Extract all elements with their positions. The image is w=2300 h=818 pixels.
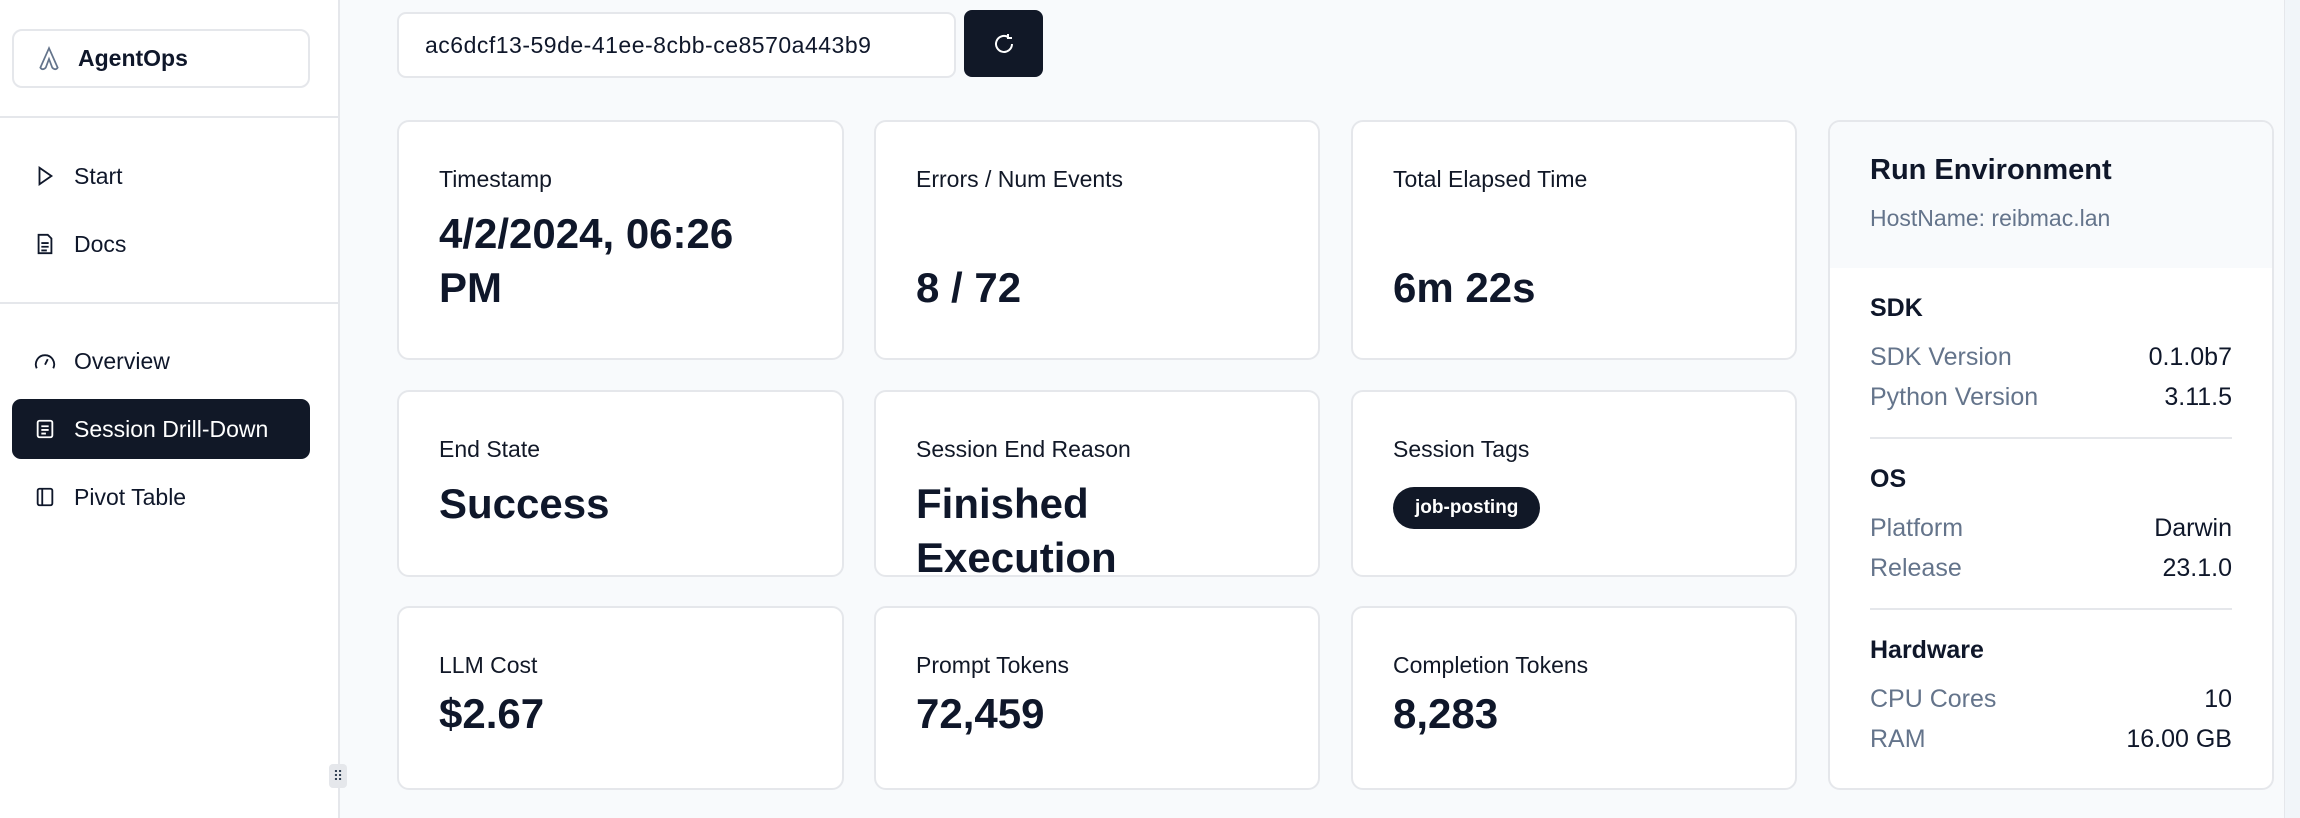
env-value: 23.1.0: [2162, 554, 2232, 582]
card-value: $2.67: [439, 690, 545, 737]
run-environment-panel: Run Environment HostName: reibmac.lan SD…: [1828, 120, 2274, 790]
env-value: 0.1.0b7: [2148, 343, 2232, 371]
env-key: Platform: [1870, 514, 1964, 542]
card-value: 72,459: [916, 690, 1045, 737]
env-row: CPU Cores 10: [1870, 679, 2232, 719]
card-value: 4/2/2024, 06:26 PM: [439, 210, 734, 311]
gauge-icon: [34, 354, 56, 369]
card-label: Session End Reason: [916, 436, 1131, 462]
sidebar-resize-handle[interactable]: ⠿: [329, 764, 347, 788]
sidebar-item-start[interactable]: Start: [12, 146, 310, 206]
card-label: Completion Tokens: [1393, 652, 1589, 678]
agentops-logo-icon: [39, 45, 59, 70]
section-title: OS: [1870, 465, 1907, 493]
sdk-section: SDK SDK Version 0.1.0b7 Python Version 3.1…: [1870, 268, 2232, 439]
sidebar-item-docs[interactable]: Docs: [12, 214, 310, 274]
run-environment-header: Run Environment HostName: reibmac.lan: [1830, 122, 2272, 268]
divider: [0, 116, 338, 118]
env-row: RAM 16.00 GB: [1870, 719, 2232, 759]
card-label: End State: [439, 436, 541, 462]
scrollbar[interactable]: [2284, 0, 2300, 818]
env-row: Platform Darwin: [1870, 508, 2232, 548]
env-key: Release: [1870, 554, 1962, 582]
env-key: RAM: [1870, 725, 1926, 753]
tag-badge[interactable]: job-posting: [1393, 487, 1541, 529]
refresh-button[interactable]: [964, 10, 1043, 77]
session-id-input[interactable]: ac6dcf13-59de-41ee-8cbb-ce8570a443b9: [397, 12, 956, 78]
card-value: Success: [439, 480, 610, 527]
card-value: Finished Execution: [916, 480, 1117, 581]
env-value: 16.00 GB: [2126, 725, 2232, 753]
refresh-icon: [994, 33, 1013, 53]
sidebar-item-overview[interactable]: Overview: [12, 331, 310, 391]
elapsed-time-card: Total Elapsed Time 6m 22s: [1351, 120, 1797, 360]
play-icon: [38, 166, 54, 186]
sidebar-item-label: Start: [74, 162, 123, 189]
env-key: SDK Version: [1870, 343, 2012, 371]
completion-tokens-card: Completion Tokens 8,283: [1351, 606, 1797, 790]
panel-title: Run Environment: [1870, 154, 2112, 186]
errors-events-card: Errors / Num Events 8 / 72: [874, 120, 1320, 360]
sidebar-item-pivot-table[interactable]: Pivot Table: [12, 467, 310, 527]
hardware-section: Hardware CPU Cores 10 RAM 16.00 GB: [1870, 610, 2232, 779]
env-value: 10: [2204, 685, 2232, 713]
env-value: Darwin: [2154, 514, 2232, 542]
end-state-card: End State Success: [397, 390, 844, 577]
brand-name: AgentOps: [78, 45, 188, 71]
timestamp-card: Timestamp 4/2/2024, 06:26 PM: [397, 120, 844, 360]
card-label: Timestamp: [439, 166, 552, 192]
session-tags-card: Session Tags job-posting: [1351, 390, 1797, 577]
document-icon: [37, 233, 53, 255]
card-label: Prompt Tokens: [916, 652, 1069, 678]
brand-logo[interactable]: AgentOps: [12, 29, 310, 88]
sidebar-item-label: Docs: [74, 230, 127, 257]
env-row: Release 23.1.0: [1870, 548, 2232, 588]
sidebar-item-session-drill-down[interactable]: Session Drill-Down: [12, 399, 310, 459]
card-value: 6m 22s: [1393, 264, 1536, 311]
list-icon: [36, 419, 54, 439]
env-key: CPU Cores: [1870, 685, 1997, 713]
llm-cost-card: LLM Cost $2.67: [397, 606, 844, 790]
card-label: Errors / Num Events: [916, 166, 1124, 192]
prompt-tokens-card: Prompt Tokens 72,459: [874, 606, 1320, 790]
card-label: LLM Cost: [439, 652, 538, 678]
sidebar-panel-icon: [36, 487, 54, 507]
section-title: SDK: [1870, 294, 1923, 322]
section-title: Hardware: [1870, 636, 1984, 664]
env-value: 3.11.5: [2164, 383, 2232, 411]
env-row: SDK Version 0.1.0b7: [1870, 337, 2232, 377]
env-key: Python Version: [1870, 383, 2039, 411]
sidebar-item-label: Overview: [74, 347, 170, 374]
sidebar: AgentOps Start Docs Overview Session Dri…: [0, 0, 340, 818]
os-section: OS Platform Darwin Release 23.1.0: [1870, 439, 2232, 610]
end-reason-card: Session End Reason Finished Execution: [874, 390, 1320, 581]
hostname: HostName: reibmac.lan: [1870, 205, 2111, 231]
sidebar-item-label: Session Drill-Down: [74, 415, 269, 442]
card-value: 8,283: [1393, 690, 1499, 737]
divider: [0, 302, 338, 304]
card-value: 8 / 72: [916, 264, 1022, 311]
card-label: Total Elapsed Time: [1393, 166, 1588, 192]
card-label: Session Tags: [1393, 436, 1530, 462]
env-row: Python Version 3.11.5: [1870, 377, 2232, 417]
sidebar-item-label: Pivot Table: [74, 483, 187, 510]
